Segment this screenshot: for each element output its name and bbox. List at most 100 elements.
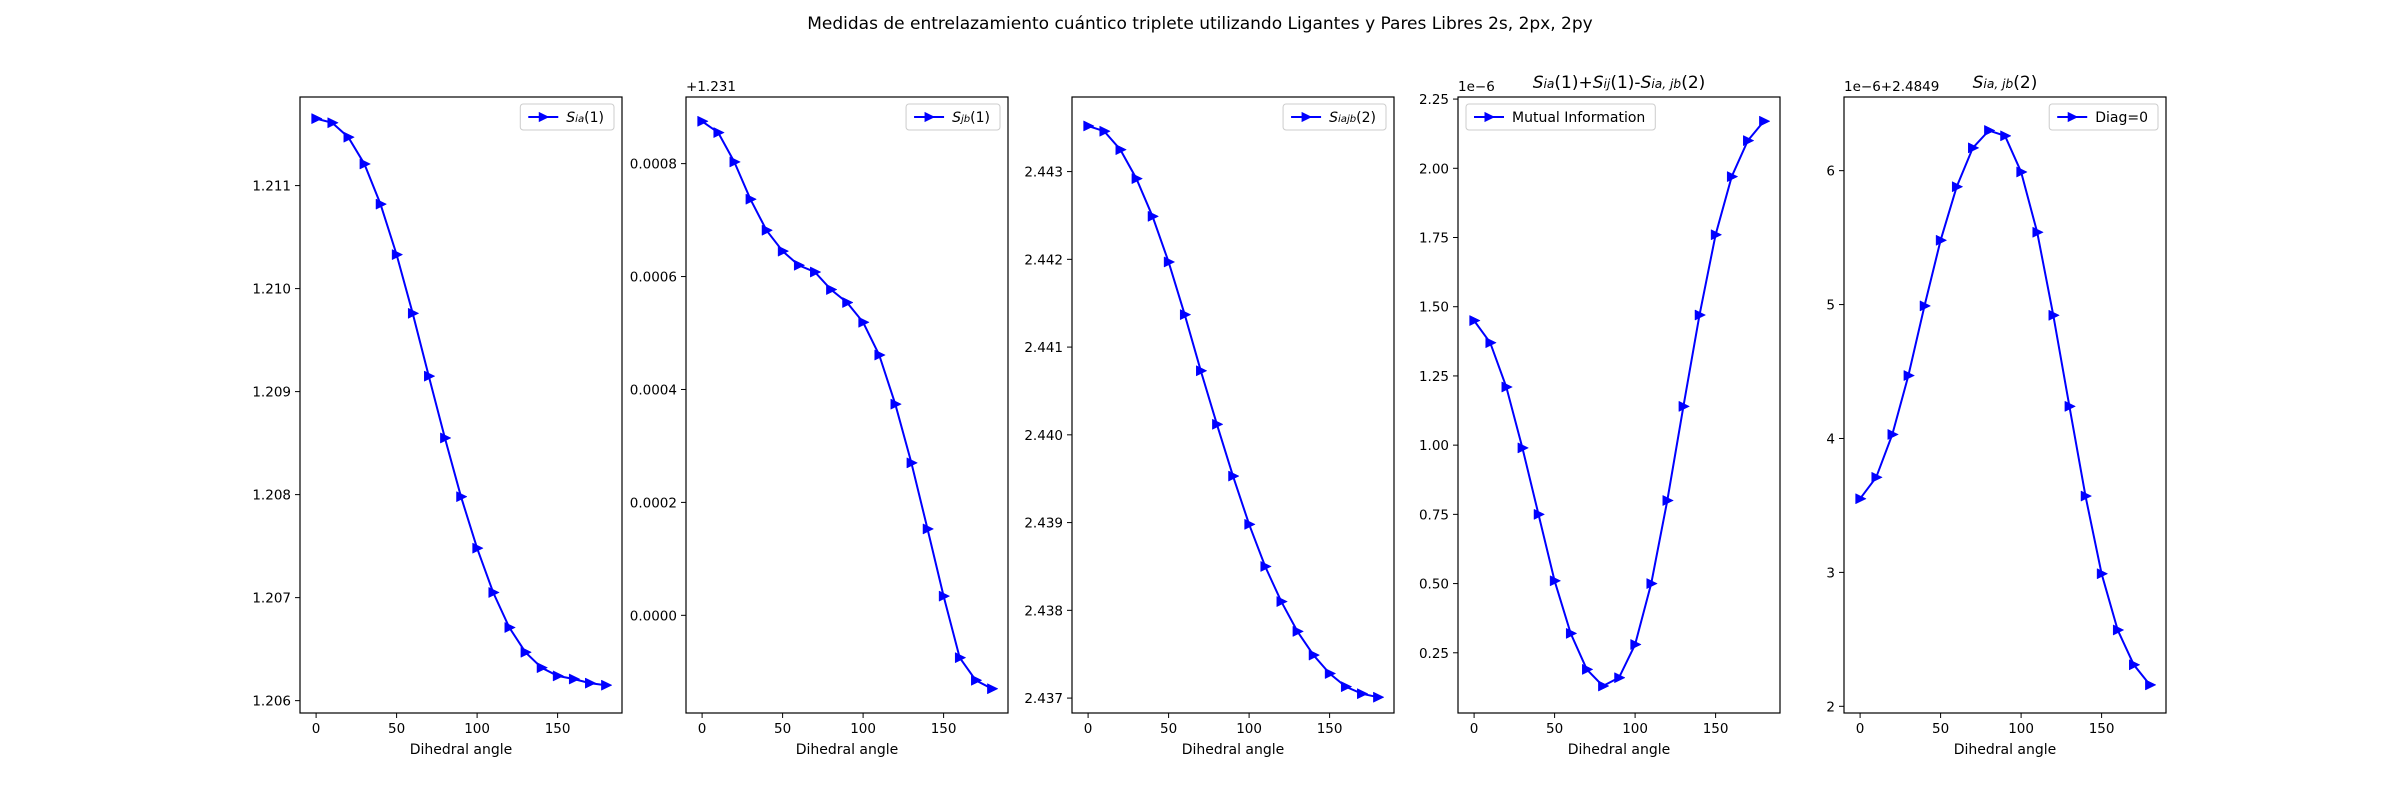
y-tick-label: 2.25 xyxy=(1419,92,1449,108)
subplot-title-part: (1)+ xyxy=(1554,73,1592,93)
data-point xyxy=(1694,309,1707,321)
y-offset-text: 1e−6 xyxy=(1458,79,1495,95)
data-point xyxy=(1228,470,1240,482)
data-point xyxy=(1196,365,1208,377)
legend-marker xyxy=(1301,111,1313,123)
x-tick-label: 150 xyxy=(545,721,571,737)
data-point xyxy=(1099,125,1111,137)
series-line xyxy=(1473,120,1765,688)
data-point xyxy=(1743,135,1755,147)
data-point xyxy=(1276,596,1288,608)
y-tick-label: 1.210 xyxy=(252,282,291,298)
x-axis-label: Dihedral angle xyxy=(410,742,513,758)
subplot-title: Sia(1)+Sij(1)-Sia, jb(2) xyxy=(1533,73,1706,93)
data-point xyxy=(359,158,371,170)
data-point xyxy=(1357,688,1369,700)
data-point xyxy=(1083,120,1095,132)
data-point xyxy=(1373,691,1385,703)
series-line xyxy=(1087,125,1379,699)
data-point xyxy=(1614,672,1626,684)
data-point xyxy=(1871,471,1883,483)
data-point xyxy=(2096,568,2109,580)
data-point xyxy=(1726,171,1739,183)
data-point xyxy=(1710,229,1723,241)
legend: Mutual Information xyxy=(1465,103,1656,131)
data-point xyxy=(1131,173,1143,185)
y-tick-label: 2.442 xyxy=(1024,252,1063,268)
subplot-title-part: S xyxy=(1533,73,1544,93)
x-tick-label: 150 xyxy=(931,721,957,737)
subplot-title-part: (1)- xyxy=(1610,73,1640,93)
data-point xyxy=(1260,560,1272,572)
subplot-title-part: S xyxy=(1641,73,1652,93)
data-point xyxy=(456,491,468,503)
data-point xyxy=(954,652,967,664)
legend-marker xyxy=(538,111,550,123)
data-point xyxy=(2000,130,2012,142)
x-axis-label: Dihedral angle xyxy=(1954,742,2057,758)
x-tick-label: 100 xyxy=(464,721,490,737)
legend-label-part: jb xyxy=(959,114,970,125)
legend-label-part: Diag=0 xyxy=(2095,110,2148,126)
data-point xyxy=(922,523,935,535)
data-point xyxy=(729,156,741,168)
y-tick-label: 0.25 xyxy=(1419,646,1449,662)
data-point xyxy=(1662,495,1674,507)
data-point xyxy=(391,249,404,261)
series-line xyxy=(315,117,607,687)
data-point xyxy=(440,432,452,444)
y-tick-label: 2.441 xyxy=(1024,340,1063,356)
data-point xyxy=(1533,508,1546,520)
y-tick-label: 2.438 xyxy=(1024,603,1063,619)
axes-frame xyxy=(1843,96,2167,714)
data-point xyxy=(2129,659,2141,671)
data-point xyxy=(552,670,565,682)
data-point xyxy=(1244,518,1256,530)
y-tick-label: 0.0004 xyxy=(630,382,677,398)
data-point xyxy=(327,117,339,129)
data-point xyxy=(407,307,420,319)
axes-frame xyxy=(685,96,1009,714)
data-point xyxy=(1630,638,1642,650)
data-point xyxy=(810,266,822,278)
legend-box xyxy=(1465,103,1656,131)
legend-box xyxy=(2048,103,2159,131)
y-tick-label: 2.440 xyxy=(1024,428,1063,444)
subplot-title-part: (2) xyxy=(1681,73,1705,93)
data-point xyxy=(938,590,951,602)
data-point xyxy=(1598,680,1610,692)
data-point xyxy=(1855,493,1867,505)
data-point xyxy=(1968,142,1980,154)
data-point xyxy=(1646,578,1658,590)
data-point xyxy=(601,679,613,691)
legend-box xyxy=(905,103,1001,131)
data-point xyxy=(1469,315,1481,327)
data-point xyxy=(1935,234,1948,246)
y-tick-label: 1.211 xyxy=(252,179,291,195)
data-point xyxy=(761,224,774,236)
x-tick-label: 50 xyxy=(1932,721,1949,737)
legend-box xyxy=(519,103,615,131)
legend-label-part: S xyxy=(1329,110,1338,126)
data-point xyxy=(874,349,886,361)
data-point xyxy=(488,586,500,598)
data-point xyxy=(1292,625,1304,637)
data-point xyxy=(842,297,854,309)
subplot-1: 0 50 100 150 1.206 1.207 1.208 1.209 1.210 1.211 D… xyxy=(252,96,623,758)
subplot-title: Sia, jb(2) xyxy=(1973,73,2038,93)
data-point xyxy=(987,683,999,695)
subplot-3: 0 50 100 150 2.437 2.438 2.439 2.440 2.441 2.442 2… xyxy=(1024,96,1395,758)
data-point xyxy=(2016,166,2028,178)
x-tick-label: 150 xyxy=(1703,721,1729,737)
data-point xyxy=(793,259,806,271)
legend-label: Sjb(1) xyxy=(952,110,990,126)
y-tick-label: 1.206 xyxy=(252,694,291,710)
y-tick-label: 2.443 xyxy=(1024,165,1063,181)
data-point xyxy=(2112,624,2125,636)
legend-marker xyxy=(1484,111,1495,123)
legend-label-part: ia xyxy=(575,114,584,125)
x-tick-label: 0 xyxy=(1856,721,1865,737)
x-tick-label: 0 xyxy=(1470,721,1479,737)
data-point xyxy=(2032,226,2044,238)
